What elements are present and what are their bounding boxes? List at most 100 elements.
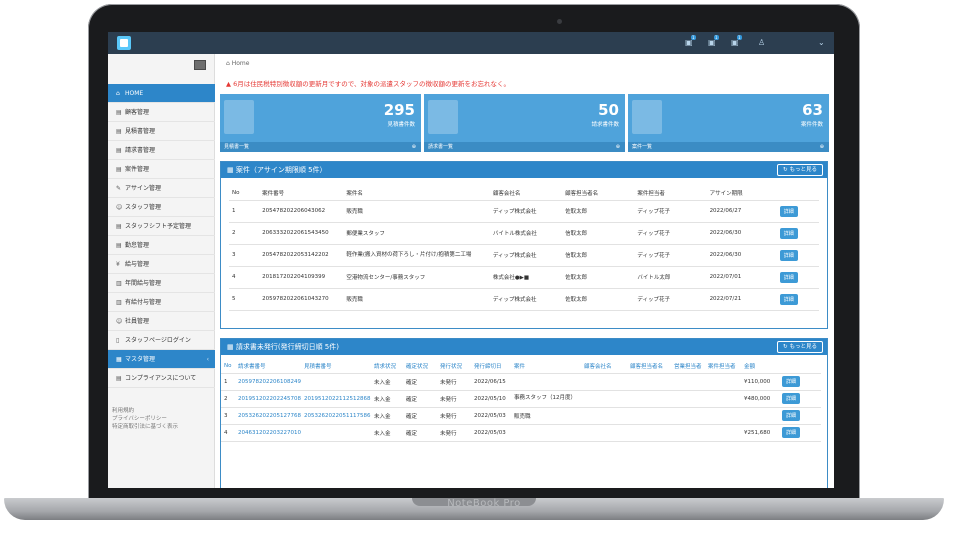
- sidebar-item-label: マスタ管理: [125, 356, 156, 363]
- quote-link[interactable]: 205326202205111758​61: [301, 407, 371, 425]
- quote-link[interactable]: [301, 424, 371, 442]
- calendar-icon: [632, 100, 662, 134]
- user-icon[interactable]: ♙: [758, 38, 766, 47]
- col-header[interactable]: 発行状況: [437, 359, 471, 374]
- cell: 詳細: [776, 222, 819, 245]
- invoice-link[interactable]: 20532620220512776​8: [235, 407, 301, 425]
- detail-button[interactable]: 詳細: [782, 427, 801, 438]
- sidebar-item-quotes[interactable]: ▤ 見積書管理: [108, 122, 215, 141]
- col-header[interactable]: 案件: [511, 359, 581, 374]
- sidebar-item-invoices[interactable]: ▤ 請求書管理: [108, 141, 215, 160]
- stat-projects[interactable]: 63 案件件数 案件一覧 ⊕: [628, 94, 829, 152]
- more-button[interactable]: ↻ もっと見る: [777, 341, 823, 353]
- cell: ディップ花子: [634, 244, 707, 267]
- laptop-notch: [412, 498, 536, 506]
- cell: 2022/06/30: [706, 244, 777, 267]
- sidebar-item-label: HOME: [125, 90, 144, 97]
- cell: 事務スタッフ（12月度）: [511, 390, 581, 408]
- privacy-link[interactable]: プライバシーポリシー: [112, 416, 167, 422]
- detail-button[interactable]: 詳細: [782, 410, 801, 421]
- col-header[interactable]: 営業担当者: [671, 359, 705, 374]
- detail-button[interactable]: 詳細: [779, 271, 798, 283]
- invoice-link[interactable]: 20463120220322701​0: [235, 424, 301, 442]
- sidebar-item-paid-leave[interactable]: ▥ 有給付与管理: [108, 293, 215, 312]
- laptop-base: [4, 498, 944, 520]
- stat-footer-label: 案件一覧: [632, 144, 653, 150]
- sidebar-item-employees[interactable]: ☺ 社員管理: [108, 312, 215, 331]
- quote-link[interactable]: [301, 373, 371, 391]
- col-header[interactable]: 発行締切日: [471, 359, 511, 374]
- sidebar-item-compliance[interactable]: ▤ コンプライアンスについて: [108, 369, 215, 388]
- stat-footer[interactable]: 請求書一覧 ⊕: [424, 142, 625, 152]
- cell: 20633320220615434​50: [259, 222, 344, 245]
- sidebar-item-staff-login[interactable]: ▯ スタッフページログイン: [108, 331, 215, 350]
- stat-quotes[interactable]: 295 見積書件数 見積書一覧 ⊕: [220, 94, 421, 152]
- document-icon: [224, 100, 254, 134]
- col-header[interactable]: 請求書番号: [235, 359, 301, 374]
- app-logo[interactable]: [117, 36, 131, 50]
- table-row: 2 20633320220615434​50 郵便業スタッフ バイトル株式会社 信取太郎…: [229, 222, 819, 245]
- arrow-right-icon: ⊕: [411, 144, 416, 150]
- edit-icon: ✎: [116, 185, 122, 192]
- col-header[interactable]: 確定状況: [403, 359, 437, 374]
- sidebar-item-payroll[interactable]: ¥ 給与管理: [108, 255, 215, 274]
- calendar-icon: ▤: [116, 166, 122, 173]
- invoice-link[interactable]: 20597820220610824​9: [235, 373, 301, 391]
- detail-button[interactable]: 詳細: [782, 393, 801, 404]
- invoice-panel: ▦ 請求書未発行(発行締切日順 5件) ↻ もっと見る No 請求書番号 見積書番…: [220, 338, 828, 488]
- col-header[interactable]: 見積書番号: [301, 359, 371, 374]
- sidebar-item-home[interactable]: ⌂ HOME: [108, 84, 215, 103]
- sidebar-item-label: 給与管理: [125, 261, 150, 268]
- document-icon: ▤: [116, 147, 122, 154]
- commerce-law-link[interactable]: 特定商取引法に基づく表示: [112, 424, 179, 430]
- stat-value: 50: [598, 101, 619, 119]
- detail-button[interactable]: 詳細: [779, 249, 798, 261]
- sidebar-item-assign[interactable]: ✎ アサイン管理: [108, 179, 215, 198]
- cell: 3: [229, 244, 260, 267]
- breadcrumb-home[interactable]: Home: [231, 60, 250, 67]
- detail-button[interactable]: 詳細: [779, 227, 798, 239]
- sidebar-item-staff[interactable]: ☺ スタッフ管理: [108, 198, 215, 217]
- cell: 詳細: [776, 266, 819, 289]
- cell: 詳細: [779, 390, 821, 408]
- col-header[interactable]: 案件担当者: [705, 359, 741, 374]
- sidebar-item-shift[interactable]: ▤ スタッフシフト予定管理: [108, 217, 215, 236]
- stat-footer-label: 請求書一覧: [428, 144, 454, 150]
- terms-link[interactable]: 利用規約: [112, 408, 135, 414]
- col-header[interactable]: 顧客担当者名: [627, 359, 671, 374]
- notification-icon[interactable]: ▣ 1: [685, 35, 696, 47]
- more-button[interactable]: ↻ もっと見る: [777, 164, 823, 176]
- message-icon[interactable]: ▣ 1: [708, 35, 719, 47]
- invoice-link[interactable]: 20195120220224570​8: [235, 390, 301, 408]
- more-label: もっと見る: [789, 344, 817, 350]
- cell: [741, 407, 779, 425]
- cell: 詳細: [779, 424, 821, 442]
- stat-invoices[interactable]: 50 請求書件数 請求書一覧 ⊕: [424, 94, 625, 152]
- sidebar-item-annual-payroll[interactable]: ▥ 年間給与管理: [108, 274, 215, 293]
- col-header[interactable]: 顧客会社名: [581, 359, 627, 374]
- sidebar-item-label: 顧客管理: [125, 109, 150, 116]
- stat-footer[interactable]: 案件一覧 ⊕: [628, 142, 829, 152]
- sidebar-item-projects[interactable]: ▤ 案件管理: [108, 160, 215, 179]
- col-header[interactable]: 請求状況: [371, 359, 403, 374]
- cell: 信取太郎: [562, 222, 635, 245]
- menu-toggle-icon[interactable]: [194, 60, 206, 70]
- sidebar-item-attendance[interactable]: ▤ 勤怠管理: [108, 236, 215, 255]
- sidebar-item-customers[interactable]: ▤ 顧客管理: [108, 103, 215, 122]
- quote-link[interactable]: 201951202211251286​81: [301, 390, 371, 408]
- detail-button[interactable]: 詳細: [779, 293, 798, 305]
- cell: ディップ株式会社: [489, 200, 563, 223]
- cell: ディップ株式会社: [489, 288, 563, 311]
- sidebar-item-label: 有給付与管理: [125, 299, 162, 306]
- cell: 詳細: [776, 200, 819, 223]
- chevron-down-icon[interactable]: ⌄: [818, 38, 825, 47]
- sidebar-item-master[interactable]: ▦ マスタ管理 ‹: [108, 350, 215, 369]
- detail-button[interactable]: 詳細: [782, 376, 801, 387]
- detail-button[interactable]: 詳細: [779, 205, 798, 217]
- footer-links: 利用規約 プライバシーポリシー 特定商取引法に基づく表示: [112, 407, 178, 431]
- stat-footer[interactable]: 見積書一覧 ⊕: [220, 142, 421, 152]
- breadcrumb: ⌂ Home: [226, 60, 249, 67]
- task-icon[interactable]: ▣ 1: [731, 35, 742, 47]
- cell: バイトル太郎: [634, 266, 707, 289]
